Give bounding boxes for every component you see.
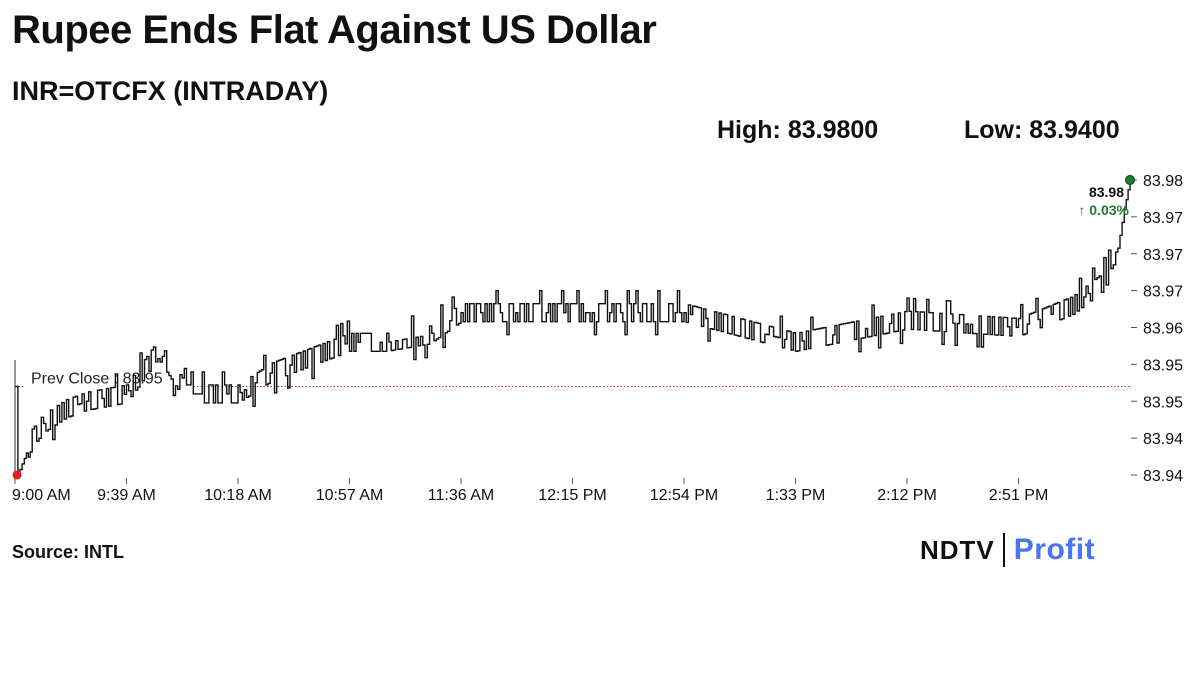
logo-brand: NDTV: [920, 534, 995, 565]
chart-subtitle: INR=OTCFX (INTRADAY): [12, 76, 329, 106]
x-tick-label: 12:54 PM: [650, 487, 718, 504]
y-tick-label: 83.97: [1143, 247, 1183, 264]
last-point-marker: [1125, 175, 1135, 185]
low-stat: Low: 83.9400: [964, 116, 1120, 144]
prev-close-label: Prev Close : 83.95: [31, 371, 163, 388]
x-tick-label: 2:12 PM: [877, 487, 937, 504]
x-tick-label: 1:33 PM: [766, 487, 826, 504]
x-tick-label: 9:00 AM: [12, 487, 71, 504]
x-tick-label: 10:57 AM: [316, 487, 384, 504]
x-tick-label: 9:39 AM: [97, 487, 156, 504]
x-tick-label: 10:18 AM: [204, 487, 272, 504]
y-tick-label: 83.97: [1143, 284, 1183, 301]
x-tick-label: 2:51 PM: [989, 487, 1049, 504]
x-tick-label: 12:15 PM: [538, 487, 606, 504]
last-value-label: 83.98: [1089, 184, 1124, 200]
last-change-label: ↑ 0.03%: [1078, 202, 1129, 218]
logo-product: Profit: [1013, 533, 1096, 566]
y-tick-label: 83.94: [1143, 468, 1183, 485]
x-tick-label: 11:36 AM: [428, 487, 494, 504]
y-tick-label: 83.98: [1143, 173, 1183, 190]
ndtv-profit-logo: NDTV Profit: [920, 530, 1095, 570]
chart-title: Rupee Ends Flat Against US Dollar: [12, 8, 657, 52]
source-note: Source: INTL: [12, 542, 125, 562]
logo-divider: [1002, 533, 1005, 567]
y-tick-label: 83.95: [1143, 394, 1183, 411]
high-stat: High: 83.9800: [717, 116, 879, 144]
low-point-marker: [12, 470, 22, 480]
y-tick-label: 83.97: [1143, 210, 1183, 227]
y-tick-label: 83.94: [1143, 431, 1183, 448]
price-series-line: [15, 180, 1131, 476]
y-tick-label: 83.96: [1143, 321, 1183, 338]
y-tick-label: 83.95: [1143, 357, 1183, 374]
